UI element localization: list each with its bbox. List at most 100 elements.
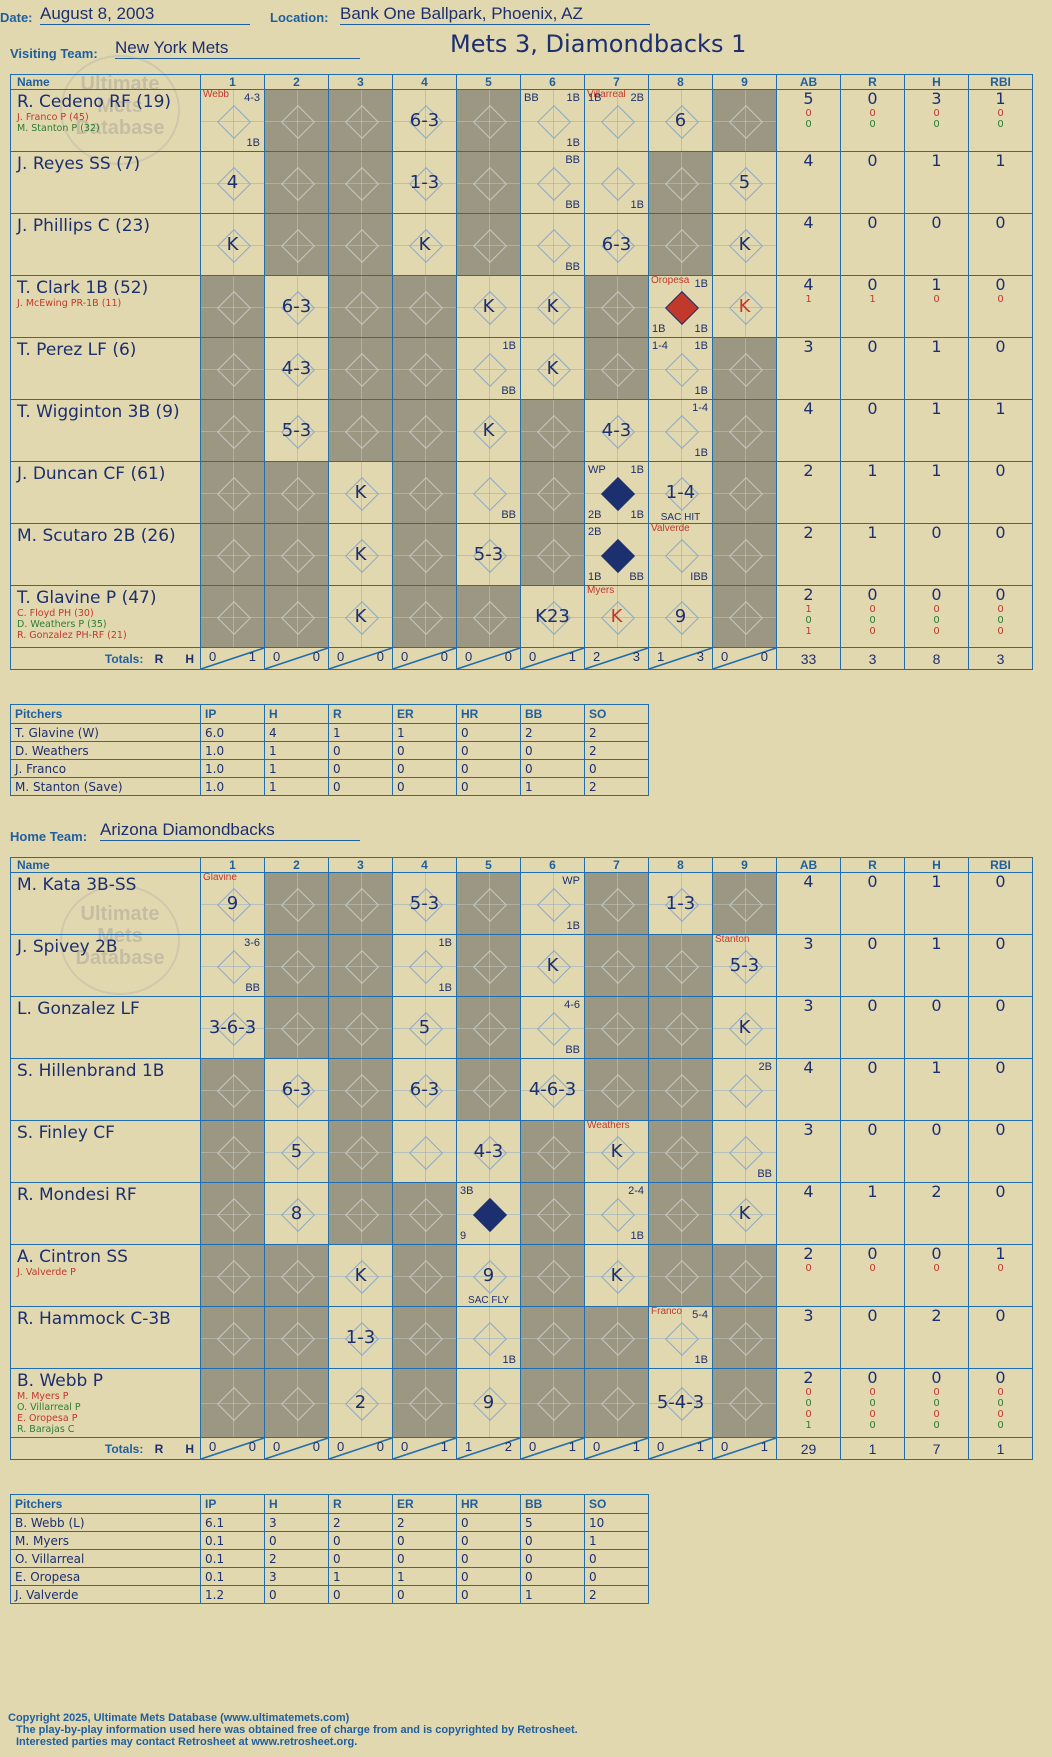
at-bat-cell (520, 1120, 585, 1183)
base-diamond (280, 1321, 315, 1356)
at-bat-cell (584, 996, 649, 1059)
sub-stat-value: 0 (805, 119, 812, 130)
base-diamond (216, 104, 251, 139)
pitcher-row: E. Oropesa 0.1 3 1 1 0 0 0 (10, 1567, 649, 1586)
at-bat-cell: K (520, 275, 585, 338)
base-diamond (280, 228, 315, 263)
base-diamond (216, 1073, 251, 1108)
pitching-column-header: BB (520, 704, 585, 724)
at-bat-cell (264, 523, 329, 586)
pitching-stat: 0 (456, 1567, 521, 1586)
at-bat-cell: K (712, 1182, 777, 1245)
pitching-stat: 0 (264, 1531, 329, 1550)
batter-name-cell: R. Hammock C-3B (10, 1306, 201, 1369)
pitching-column-header: IP (200, 704, 265, 724)
stat-value: 0 (931, 585, 942, 604)
stat-h: 1 (904, 399, 969, 462)
stat-r: 0 (840, 399, 905, 462)
play-result: 5 (738, 171, 751, 193)
at-bat-cell (392, 461, 457, 524)
stat-value: 2 (803, 461, 814, 480)
pitching-stat: 3 (264, 1513, 329, 1532)
visitors-pitching-table: Pitchers IP H R ER HR BB SO T. Glavine (W) 6.0 4 1 1… (10, 704, 649, 796)
play-result: 6-3 (601, 233, 632, 255)
stat-value: 0 (867, 585, 878, 604)
at-bat-cell: 6-3 (392, 89, 457, 152)
stat-value: 4 (803, 872, 814, 891)
base-diamond (472, 949, 507, 984)
base-advance-note: 1B (502, 1354, 516, 1366)
pitching-stat: 0 (520, 1531, 585, 1550)
batter-name-cell: T. Glavine P (47) C. Floyd PH (30) D. Weat… (10, 585, 201, 648)
at-bat-cell: K (328, 461, 393, 524)
stat-value: 0 (995, 934, 1006, 953)
base-advance-note: 1-4 (652, 340, 668, 352)
pitching-stat: 1 (392, 1567, 457, 1586)
stat-value: 0 (867, 996, 878, 1015)
batter-name-cell: R. Mondesi RF (10, 1182, 201, 1245)
inning-runs: 0 (721, 1439, 729, 1454)
at-bat-cell (520, 461, 585, 524)
stat-value: 0 (931, 1368, 942, 1387)
pitching-column-header: Pitchers (10, 704, 201, 724)
at-bat-cell (200, 275, 265, 338)
pitching-change-note: Franco (651, 1306, 683, 1318)
sub-stat-value: 0 (805, 1387, 812, 1398)
base-diamond (216, 949, 251, 984)
pitching-stat: 0 (584, 1567, 649, 1586)
inning-hits: 3 (696, 649, 704, 664)
sub-stat-value: 0 (997, 294, 1004, 305)
base-diamond (344, 166, 379, 201)
stat-value: 2 (931, 1306, 942, 1325)
base-advance-note: 4-6 (564, 999, 580, 1011)
base-diamond (664, 1259, 699, 1294)
pitching-column-header: IP (200, 1494, 265, 1514)
base-diamond (408, 949, 443, 984)
pitching-stat: 4 (264, 723, 329, 742)
base-advance-note: BB (565, 154, 580, 166)
inning-hits: 0 (312, 649, 320, 664)
stat-value: 0 (995, 996, 1006, 1015)
base-diamond (728, 414, 763, 449)
base-diamond (344, 228, 379, 263)
at-bat-cell: K (520, 337, 585, 400)
pitching-stat: 0 (456, 759, 521, 778)
stat-rbi: 0 (968, 996, 1033, 1059)
base-diamond (344, 352, 379, 387)
batter-row: J. Phillips C (23) K K BB 6-3 K 4 0 0 0 (10, 213, 1033, 276)
at-bat-cell (648, 1058, 713, 1121)
at-bat-cell (264, 151, 329, 214)
stat-rbi: 0 (968, 1058, 1033, 1121)
base-advance-note: BB (501, 385, 516, 397)
at-bat-cell (584, 1306, 649, 1369)
inning-hits: 1 (440, 1439, 448, 1454)
stat-ab: 2 (776, 523, 841, 586)
pitching-stat: 0 (456, 777, 521, 796)
at-bat-cell: Myers K (584, 585, 649, 648)
pitching-stat: 1 (328, 723, 393, 742)
inning-hits: 0 (376, 649, 384, 664)
stat-h: 0 (904, 1120, 969, 1183)
at-bat-cell (712, 523, 777, 586)
batter-row: T. Perez LF (6) 4-3 1B BB K 1-4 1B 1B 3 0 1 0 (10, 337, 1033, 400)
play-result: K (482, 295, 495, 317)
stat-value: 0 (867, 337, 878, 356)
pitching-stat: 0 (328, 759, 393, 778)
at-bat-cell (200, 523, 265, 586)
stat-value: 0 (995, 213, 1006, 232)
base-diamond (280, 1259, 315, 1294)
at-bat-cell (712, 1306, 777, 1369)
stat-value: 1 (931, 151, 942, 170)
play-result: 5-3 (473, 543, 504, 565)
inning-runs: 0 (593, 1439, 601, 1454)
stat-value: 0 (867, 1368, 878, 1387)
stat-ab: 4 (776, 151, 841, 214)
base-advance-note: BB (524, 92, 539, 104)
batter-name-cell: T. Wigginton 3B (9) (10, 399, 201, 462)
pitching-stat: 0 (456, 1531, 521, 1550)
pitcher-name: B. Webb (L) (10, 1513, 201, 1532)
column-header-inning: 8 (648, 74, 713, 90)
stat-value: 2 (803, 1244, 814, 1263)
